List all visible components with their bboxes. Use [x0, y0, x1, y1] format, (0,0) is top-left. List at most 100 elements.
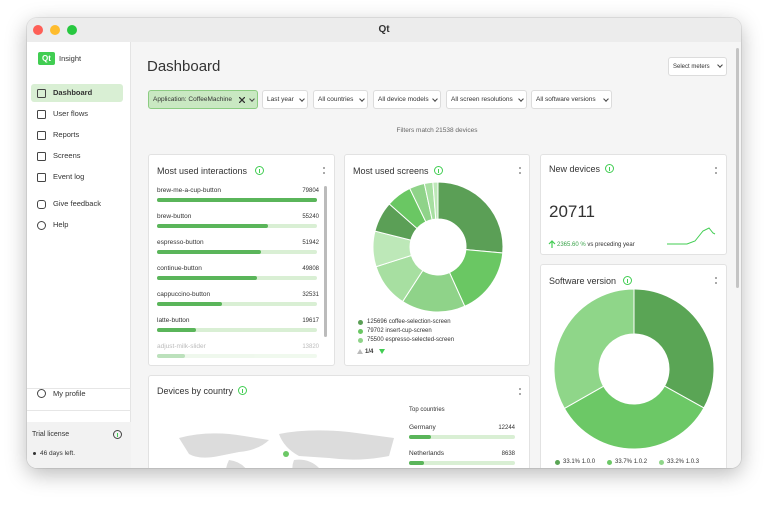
donut-segment: [553, 288, 635, 410]
filter-chip[interactable]: Application: CoffeeMachine: [148, 90, 258, 109]
legend-value: 33.1%: [563, 459, 581, 465]
chevron: [518, 96, 524, 102]
bar: [157, 276, 257, 280]
bullet: [33, 452, 36, 455]
bar: [157, 198, 317, 202]
legend-dot: [358, 319, 363, 325]
legend-dot: [659, 459, 664, 465]
pager-down[interactable]: [379, 349, 385, 354]
legend-value: 33.7%: [615, 459, 633, 465]
item-value: 55240: [302, 214, 319, 220]
card-title: New devices: [549, 164, 601, 174]
info-icon[interactable]: [238, 386, 247, 395]
app-window: Qt Qt Insight My profile Trial license 4…: [27, 18, 741, 468]
window-title: Qt: [378, 24, 390, 35]
screens-donut: [372, 181, 504, 313]
filter-chip[interactable]: All countries: [313, 90, 368, 109]
legend-value: 79702: [367, 328, 384, 334]
profile-link[interactable]: My profile: [53, 389, 86, 398]
bar: [157, 250, 262, 254]
nav-item[interactable]: Screens: [53, 151, 81, 160]
info-icon[interactable]: [623, 276, 632, 285]
nav-item[interactable]: Help: [53, 220, 69, 229]
chip-text: All device models: [378, 96, 429, 103]
interactions-card: Most used interactions brew-me-a-cup-but…: [148, 154, 335, 366]
card-title: Devices by country: [157, 386, 234, 396]
filter-chip[interactable]: All device models: [373, 90, 441, 109]
clear-icon[interactable]: [239, 97, 245, 103]
clear-glyph: [239, 97, 245, 103]
item-label: adjust-milk-slider: [157, 343, 206, 350]
pager-arrows[interactable]: [357, 348, 387, 356]
nav-item[interactable]: Dashboard: [53, 88, 93, 97]
country-label: Netherlands: [409, 450, 445, 457]
up-arrow: [548, 240, 556, 248]
pager-up[interactable]: [357, 349, 363, 354]
legend-item: 33.2% 1.0.3: [667, 456, 699, 468]
item-value: 79804: [302, 188, 319, 194]
drag-handle[interactable]: [519, 167, 521, 174]
drag-handle[interactable]: [715, 277, 717, 284]
donut-segment: [432, 181, 439, 220]
chip-text: Last year: [267, 96, 294, 103]
close-button[interactable]: [33, 25, 43, 35]
legend-label: 1.0.0: [581, 459, 596, 465]
legend-value: 75500: [367, 337, 384, 343]
nav-icon: [37, 221, 46, 230]
software-donut: [553, 288, 715, 450]
legend-dot: [358, 328, 363, 334]
bar: [409, 435, 431, 439]
scrollbar[interactable]: [324, 186, 327, 337]
select-text: Select meters: [673, 64, 710, 70]
license-box: Trial license 46 days left.: [27, 422, 131, 468]
bar: [157, 224, 268, 228]
page-title: Dashboard: [147, 58, 221, 75]
chevron: [603, 96, 609, 102]
nav-item[interactable]: User flows: [53, 109, 89, 118]
info-icon[interactable]: [434, 166, 443, 175]
scrollbar[interactable]: [736, 48, 739, 288]
legend-dot: [358, 337, 363, 343]
separator: [27, 410, 131, 411]
minimize-button[interactable]: [50, 25, 60, 35]
legend-label: 1.0.3: [685, 459, 700, 465]
info-icon[interactable]: [255, 166, 264, 175]
nav-item[interactable]: Reports: [53, 130, 80, 139]
filter-chip[interactable]: All software versions: [531, 90, 612, 109]
bar-track: [157, 198, 317, 202]
chevron: [359, 96, 365, 102]
nav-item[interactable]: Event log: [53, 172, 85, 181]
filter-chip[interactable]: All screen resolutions: [446, 90, 527, 109]
license-text: 46 days left.: [40, 450, 76, 457]
item-label: espresso-button: [157, 239, 204, 246]
big-value: 20711: [549, 202, 596, 221]
app-name: Insight: [59, 54, 82, 63]
chevron: [432, 96, 438, 102]
chevron: [299, 96, 305, 102]
sparkline: [667, 227, 716, 245]
zoom-button[interactable]: [67, 25, 77, 35]
info-icon[interactable]: [113, 430, 122, 439]
nav-item[interactable]: Give feedback: [53, 199, 101, 208]
drag-handle[interactable]: [715, 167, 717, 174]
filter-chip[interactable]: Last year: [262, 90, 308, 109]
world-map: [179, 430, 394, 468]
legend-dot: [607, 459, 612, 465]
item-value: 19617: [302, 318, 319, 324]
bar-track: [409, 461, 515, 465]
filter-status: Filters match 21538 devices: [396, 127, 478, 134]
chip-text: All software versions: [536, 96, 596, 103]
drag-handle[interactable]: [519, 388, 521, 395]
item-label: brew-button: [157, 213, 192, 220]
chevron: [249, 96, 255, 102]
pager[interactable]: 1/4: [365, 349, 374, 355]
info-icon[interactable]: [605, 164, 614, 173]
select-meters[interactable]: Select meters: [668, 57, 727, 76]
chip-text: Application: CoffeeMachine: [153, 96, 233, 103]
donut-segment: [437, 181, 504, 254]
top-countries-title: Top countries: [409, 407, 445, 413]
bar: [157, 302, 223, 306]
drag-handle[interactable]: [323, 167, 325, 174]
card-title: Most used screens: [353, 166, 429, 176]
